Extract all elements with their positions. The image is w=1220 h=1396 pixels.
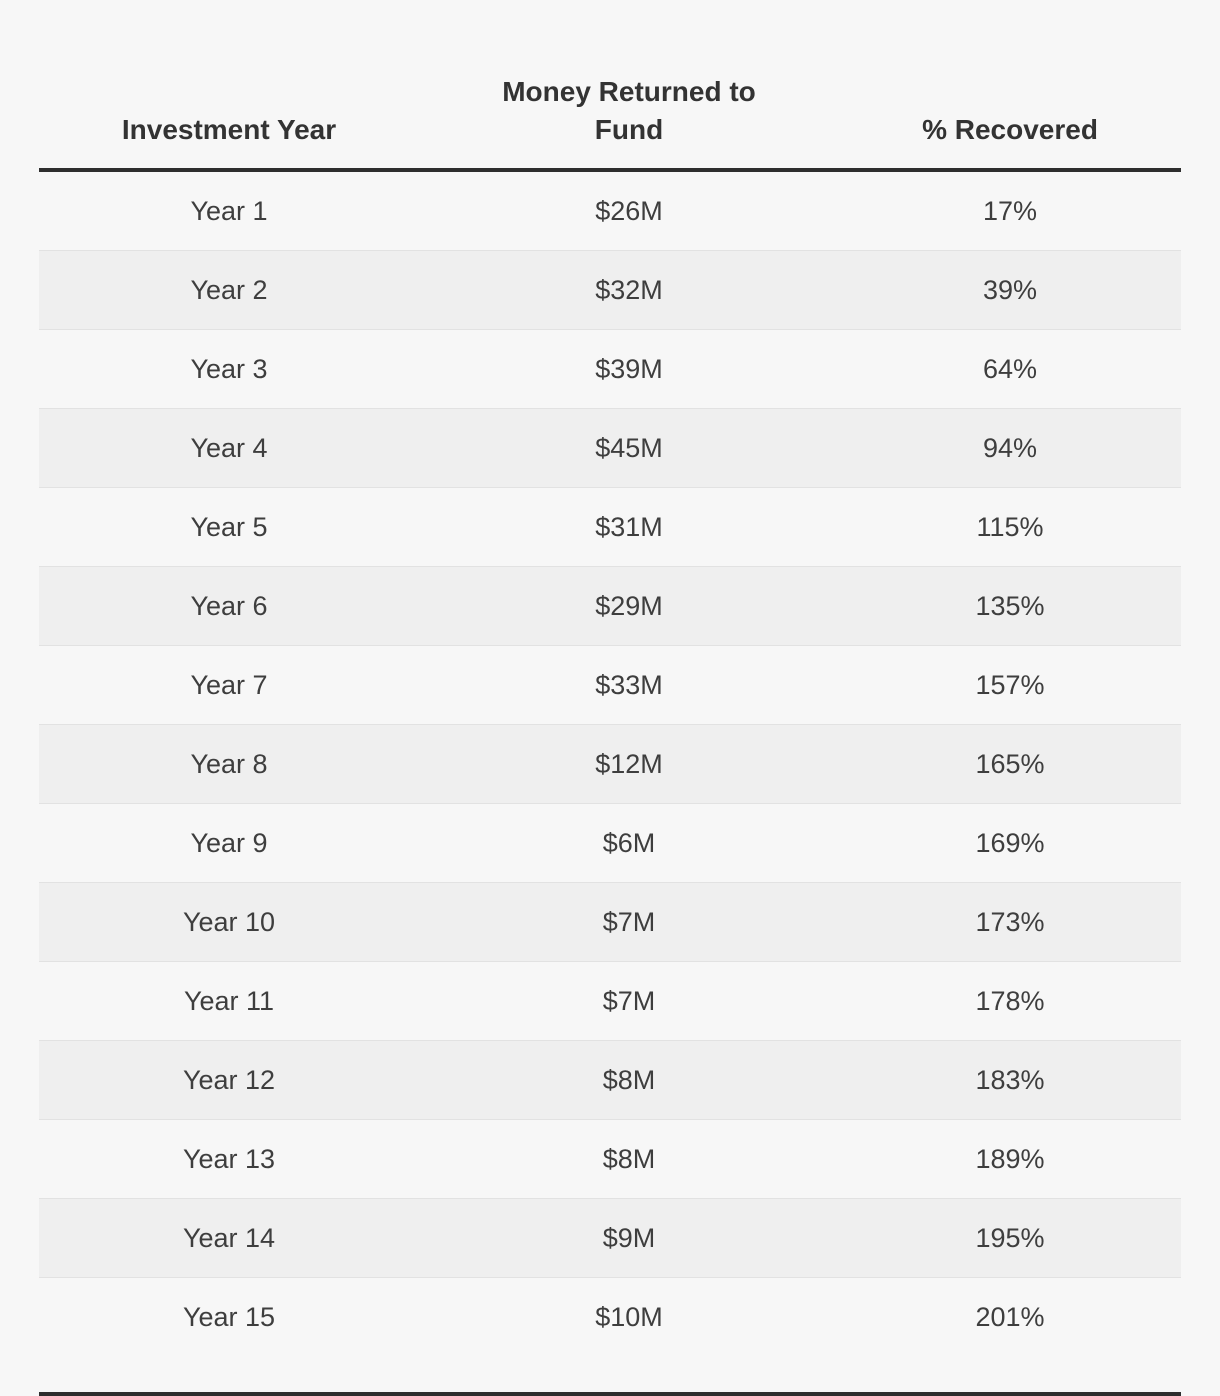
cell-investment-year: Year 13 [182, 1143, 276, 1174]
column-header-percent-recovered: % Recovered [839, 0, 1181, 170]
cell-money-returned: $7M [602, 985, 656, 1016]
cell-percent-recovered: 115% [976, 511, 1044, 542]
cell-investment-year: Year 10 [39, 882, 419, 962]
cell-percent-recovered: 169% [975, 827, 1045, 858]
column-header-label: % Recovered [922, 114, 1098, 146]
cell-money-returned: $32M [419, 250, 839, 330]
column-header-investment-year: Investment Year [39, 0, 419, 170]
table-row: Year 5 $31M 115% [39, 488, 1181, 567]
cell-investment-year: Year 2 [39, 250, 419, 330]
cell-money-returned: $8M [419, 1040, 839, 1120]
cell-percent-recovered: 178% [975, 985, 1045, 1016]
cell-money-returned: $12M [419, 724, 839, 804]
cell-money-returned: $8M [602, 1143, 656, 1174]
cell-investment-year: Year 6 [39, 566, 419, 646]
cell-percent-recovered: 173% [839, 882, 1181, 962]
cell-money-returned: $33M [595, 669, 663, 700]
table-row: Year 12 $8M 183% [39, 1040, 1181, 1120]
column-header-label: Money Returned to Fund [502, 75, 756, 146]
cell-money-returned: $29M [419, 566, 839, 646]
table-row: Year 1 $26M 17% [39, 170, 1181, 251]
cell-money-returned: $31M [595, 511, 663, 542]
table-row: Year 2 $32M 39% [39, 250, 1181, 330]
cell-percent-recovered: 201% [975, 1301, 1045, 1332]
table-bottom-rule [39, 1392, 1181, 1396]
cell-percent-recovered: 183% [839, 1040, 1181, 1120]
investment-returns-table: Investment Year Money Returned to Fund %… [39, 0, 1181, 1356]
cell-percent-recovered: 94% [839, 408, 1181, 488]
table-row: Year 4 $45M 94% [39, 408, 1181, 488]
table-row: Year 3 $39M 64% [39, 330, 1181, 409]
cell-money-returned: $45M [419, 408, 839, 488]
cell-investment-year: Year 9 [190, 827, 268, 858]
cell-investment-year: Year 3 [190, 353, 268, 384]
cell-investment-year: Year 12 [39, 1040, 419, 1120]
table-row: Year 11 $7M 178% [39, 962, 1181, 1041]
cell-investment-year: Year 4 [39, 408, 419, 488]
table-row: Year 13 $8M 189% [39, 1120, 1181, 1199]
cell-investment-year: Year 8 [39, 724, 419, 804]
cell-investment-year: Year 5 [190, 511, 268, 542]
cell-percent-recovered: 157% [975, 669, 1045, 700]
column-header-label: Investment Year [121, 114, 337, 146]
cell-investment-year: Year 11 [183, 985, 275, 1016]
table-row: Year 10 $7M 173% [39, 882, 1181, 962]
cell-money-returned: $26M [595, 195, 663, 226]
cell-money-returned: $6M [602, 827, 656, 858]
table-body: Year 1 $26M 17% Year 2 $32M 39% Year 3 $… [39, 170, 1181, 1356]
cell-money-returned: $10M [595, 1301, 663, 1332]
cell-investment-year: Year 15 [182, 1301, 276, 1332]
table-header: Investment Year Money Returned to Fund %… [39, 0, 1181, 170]
cell-money-returned: $7M [419, 882, 839, 962]
cell-percent-recovered: 135% [839, 566, 1181, 646]
table-row: Year 14 $9M 195% [39, 1198, 1181, 1278]
cell-money-returned: $39M [595, 353, 663, 384]
cell-percent-recovered: 39% [839, 250, 1181, 330]
header-row: Investment Year Money Returned to Fund %… [39, 0, 1181, 170]
table-row: Year 15 $10M 201% [39, 1278, 1181, 1357]
table-row: Year 8 $12M 165% [39, 724, 1181, 804]
cell-money-returned: $9M [419, 1198, 839, 1278]
table-row: Year 9 $6M 169% [39, 804, 1181, 883]
cell-percent-recovered: 64% [982, 353, 1038, 384]
table-row: Year 7 $33M 157% [39, 646, 1181, 725]
table-container: Investment Year Money Returned to Fund %… [39, 0, 1181, 1356]
cell-percent-recovered: 165% [839, 724, 1181, 804]
cell-investment-year: Year 1 [190, 195, 268, 226]
table-row: Year 6 $29M 135% [39, 566, 1181, 646]
cell-percent-recovered: 195% [839, 1198, 1181, 1278]
cell-investment-year: Year 7 [190, 669, 268, 700]
cell-percent-recovered: 189% [975, 1143, 1045, 1174]
cell-percent-recovered: 17% [982, 195, 1038, 226]
cell-investment-year: Year 14 [39, 1198, 419, 1278]
column-header-money-returned: Money Returned to Fund [419, 0, 839, 170]
